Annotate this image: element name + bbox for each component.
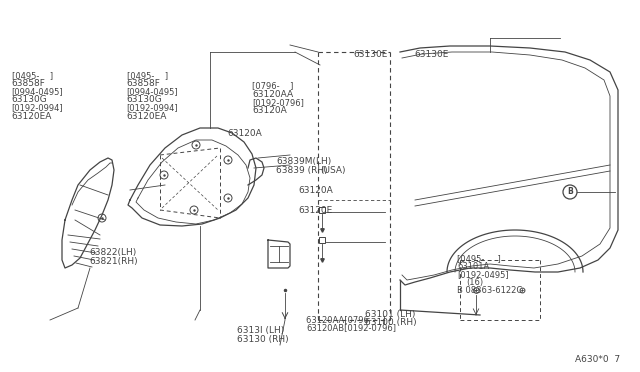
Text: [0192-0994]: [0192-0994] — [12, 103, 63, 112]
Text: [0994-0495]: [0994-0495] — [127, 87, 179, 96]
Text: 63858F: 63858F — [127, 79, 161, 88]
Text: [0192-0994]: [0192-0994] — [127, 103, 179, 112]
Text: 63120AA: 63120AA — [252, 90, 293, 99]
Text: [0796-    ]: [0796- ] — [252, 81, 294, 90]
Text: [0495-    ]: [0495- ] — [12, 71, 52, 80]
Text: [0994-0495]: [0994-0495] — [12, 87, 63, 96]
Text: 63120A: 63120A — [227, 129, 262, 138]
Text: 63120AB[0192-0796]: 63120AB[0192-0796] — [306, 323, 396, 332]
Text: 63120E: 63120E — [298, 206, 333, 215]
Text: 63821(RH): 63821(RH) — [90, 257, 138, 266]
Text: A630*0  7: A630*0 7 — [575, 355, 620, 364]
Text: (USA): (USA) — [320, 166, 346, 174]
Text: 6313I (LH): 6313I (LH) — [237, 326, 284, 335]
Text: 63120A: 63120A — [252, 106, 287, 115]
Text: 63839 (RH): 63839 (RH) — [276, 166, 328, 174]
Text: B 08363-6122C: B 08363-6122C — [457, 286, 522, 295]
Text: [0192-0495]: [0192-0495] — [457, 270, 509, 279]
Text: 63101 (LH): 63101 (LH) — [365, 310, 415, 319]
Text: B: B — [567, 187, 573, 196]
Text: 63130 (RH): 63130 (RH) — [237, 335, 289, 344]
Text: [0495-     ]: [0495- ] — [457, 254, 500, 263]
Text: 63120EA: 63120EA — [127, 112, 167, 121]
Text: 63858F: 63858F — [12, 79, 45, 88]
Text: [0192-0796]: [0192-0796] — [252, 98, 304, 107]
Text: 63101A: 63101A — [457, 262, 489, 271]
Text: [0495-    ]: [0495- ] — [127, 71, 168, 80]
Text: 63130G: 63130G — [127, 95, 163, 104]
Text: 63120A: 63120A — [298, 186, 333, 195]
Text: 63120EA: 63120EA — [12, 112, 52, 121]
Text: (16): (16) — [466, 278, 483, 287]
Text: 63822(LH): 63822(LH) — [90, 248, 137, 257]
Text: 63130E: 63130E — [415, 50, 449, 59]
Text: 63839M(LH): 63839M(LH) — [276, 157, 332, 166]
Text: 63120AA[0796-    ]: 63120AA[0796- ] — [306, 315, 385, 324]
Text: 63130G: 63130G — [12, 95, 47, 104]
Text: 63130E: 63130E — [353, 50, 388, 59]
Text: 63100 (RH): 63100 (RH) — [365, 318, 417, 327]
